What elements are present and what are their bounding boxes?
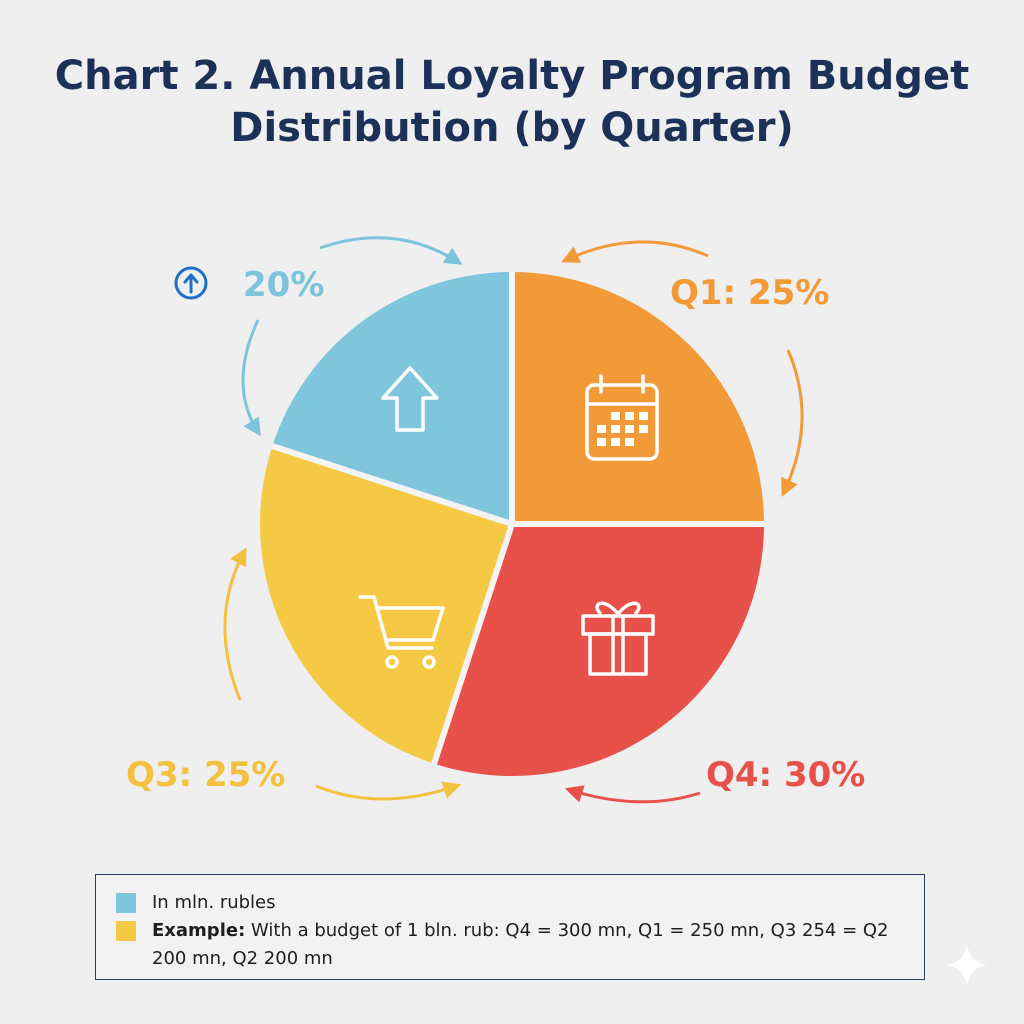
- cycle-arrow-top-right: [561, 240, 709, 263]
- cycle-arrow-bottom-right: [564, 785, 701, 804]
- legend-swatch-blue: [116, 893, 136, 913]
- chart-title-line-2: Distribution (by Quarter): [230, 105, 794, 151]
- pie-slice-q1: [512, 272, 764, 524]
- legend-example-text: With a budget of 1 bln. rub: Q4 = 300 mn…: [152, 920, 889, 969]
- pie-slice-q3: [260, 446, 512, 764]
- cycle-arrow-right-upper: [781, 349, 804, 497]
- legend-item: In mln. rubles: [116, 889, 904, 917]
- gift-icon: [581, 601, 655, 676]
- legend-text-units: In mln. rubles: [152, 892, 276, 913]
- calendar-icon: [585, 374, 659, 461]
- shopping-cart-icon: [358, 595, 445, 669]
- slice-separator: [431, 523, 515, 765]
- cycle-arrow-left-lower: [223, 547, 247, 701]
- legend-swatch-yellow: [116, 921, 136, 941]
- legend-item: Example: With a budget of 1 bln. rub: Q4…: [116, 917, 904, 973]
- slice-label-q4: Q4: 30%: [706, 755, 865, 795]
- cycle-arrow-left-upper: [241, 319, 261, 437]
- slice-label-q1: Q1: 25%: [670, 273, 829, 313]
- sparkle-icon: [947, 945, 987, 985]
- slice-separator: [271, 443, 513, 527]
- chart-title-line-1: Chart 2. Annual Loyalty Program Budget: [54, 53, 970, 99]
- cycle-arrow-top-left: [319, 236, 463, 265]
- cycle-arrow-bottom-left: [315, 781, 462, 801]
- chart-title: Chart 2. Annual Loyalty Program Budget D…: [0, 50, 1024, 154]
- arrow-up-icon: [381, 366, 439, 432]
- slice-label-q2: 20%: [243, 265, 324, 305]
- legend-box: In mln. rubles Example: With a budget of…: [95, 874, 925, 980]
- slice-label-q3: Q3: 25%: [126, 755, 285, 795]
- legend-example-label: Example:: [152, 920, 246, 941]
- arrow-up-circle-icon: [174, 266, 208, 300]
- pie-slice-q4: [434, 524, 764, 777]
